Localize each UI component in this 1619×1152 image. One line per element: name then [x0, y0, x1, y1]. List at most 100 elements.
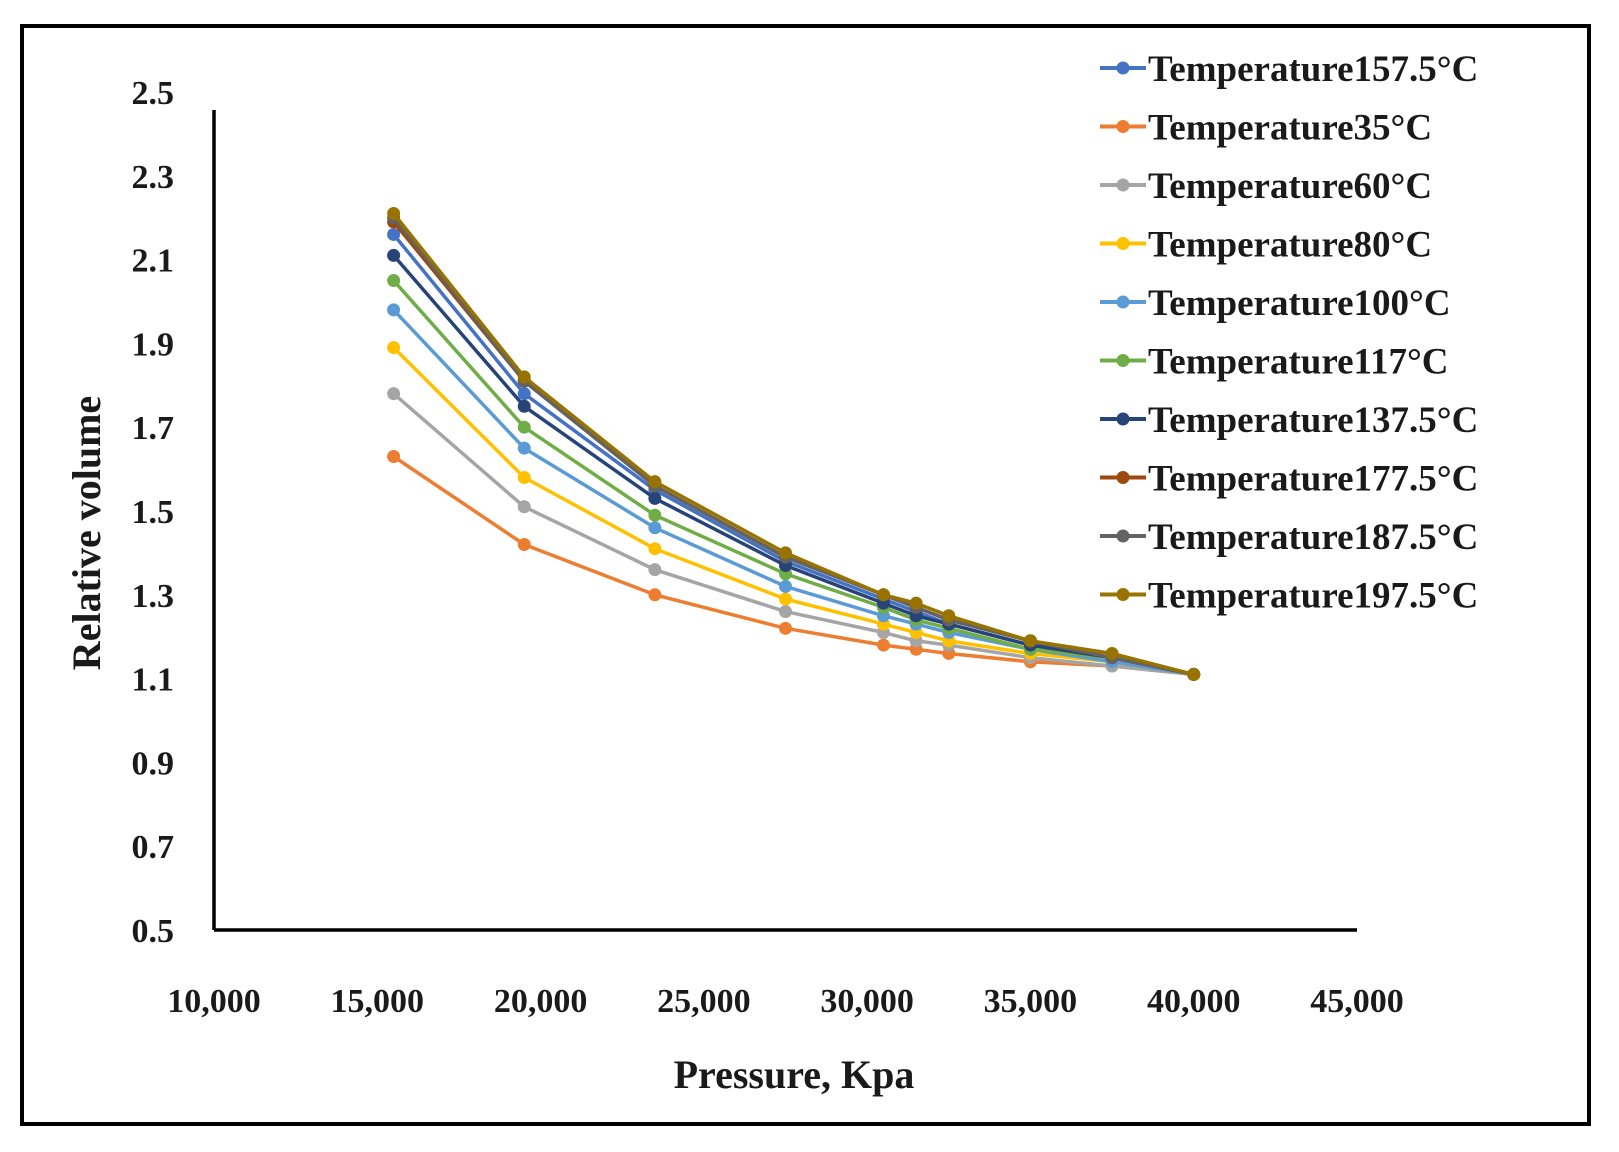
x-tick-label: 20,000 — [494, 983, 588, 1020]
series-line — [392, 212, 1195, 677]
legend-swatch-marker — [1116, 61, 1130, 75]
legend-label: Temperature187.5°C — [1148, 517, 1478, 558]
data-point — [517, 387, 531, 401]
y-tick-label: 2.3 — [132, 159, 175, 196]
data-point — [387, 341, 401, 355]
series-line — [392, 346, 1194, 677]
data-point — [517, 500, 531, 514]
y-tick-label: 0.5 — [132, 913, 175, 950]
series-line — [392, 216, 1195, 677]
data-point — [1105, 646, 1119, 660]
y-tick-label: 1.3 — [132, 578, 175, 615]
y-tick-labels: 0.5 0.7 0.9 1.1 1.3 1.5 1.7 1.9 2.1 2.3 2.5 — [132, 75, 175, 950]
legend-label: Temperature80°C — [1148, 225, 1432, 266]
series-line — [392, 392, 1194, 677]
data-point — [517, 399, 531, 413]
series-line — [392, 455, 1194, 677]
legend-swatch-marker — [1116, 354, 1130, 367]
legend-swatch-marker — [1116, 529, 1130, 543]
y-tick-label: 1.9 — [132, 326, 175, 363]
data-point — [942, 609, 956, 623]
legend-item: Temperature137.5°C — [1100, 400, 1478, 441]
series-line — [392, 220, 1195, 677]
legend-label: Temperature197.5°C — [1148, 576, 1478, 617]
data-point — [387, 303, 401, 317]
legend-swatch-marker — [1116, 412, 1130, 426]
legend-item: Temperature117°C — [1100, 342, 1449, 383]
series-temperature177-5-c — [387, 215, 1201, 681]
series-lines — [387, 207, 1201, 681]
data-point — [387, 227, 401, 241]
data-point — [779, 605, 792, 619]
data-point — [648, 508, 662, 522]
legend-item: Temperature60°C — [1100, 166, 1432, 207]
series-line — [392, 254, 1195, 677]
data-point — [909, 596, 923, 610]
legend-swatch-marker — [1116, 588, 1130, 601]
series-temperature35-c — [387, 450, 1201, 681]
legend-item: Temperature197.5°C — [1100, 576, 1478, 617]
axes — [212, 110, 1357, 932]
x-tick-label: 35,000 — [984, 983, 1078, 1020]
y-tick-label: 1.1 — [132, 662, 175, 699]
data-point — [648, 491, 662, 505]
legend-label: Temperature157.5°C — [1148, 49, 1478, 90]
data-point — [648, 475, 662, 489]
data-point — [1187, 667, 1201, 681]
data-point — [517, 370, 531, 384]
series-temperature187-5-c — [387, 211, 1201, 681]
data-point — [779, 546, 792, 560]
data-point — [387, 207, 401, 221]
data-point — [779, 621, 792, 635]
series-line — [392, 279, 1195, 677]
legend-label: Temperature100°C — [1148, 283, 1451, 324]
data-point — [876, 588, 890, 602]
y-tick-label: 2.5 — [132, 75, 175, 112]
legend-swatch-marker — [1116, 237, 1130, 250]
legend-label: Temperature137.5°C — [1148, 400, 1478, 441]
series-line — [392, 233, 1195, 677]
y-tick-label: 2.1 — [132, 243, 175, 280]
series-line — [392, 308, 1194, 677]
legend-item: Temperature100°C — [1100, 283, 1451, 324]
x-tick-label: 45,000 — [1310, 983, 1404, 1020]
data-point — [517, 420, 531, 434]
series-temperature197-5-c — [387, 207, 1201, 681]
x-tick-label: 10,000 — [167, 983, 261, 1020]
legend-item: Temperature80°C — [1100, 225, 1432, 266]
legend-label: Temperature177.5°C — [1148, 459, 1478, 500]
legend-swatch-marker — [1116, 471, 1130, 484]
legend-label: Temperature60°C — [1148, 166, 1432, 207]
chart-frame: 0.5 0.7 0.9 1.1 1.3 1.5 1.7 1.9 2.1 2.3 2.5 10,000… — [20, 24, 1591, 1126]
data-point — [779, 579, 792, 593]
y-tick-label: 1.7 — [132, 410, 175, 447]
legend-item: Temperature177.5°C — [1100, 459, 1478, 500]
data-point — [648, 563, 662, 577]
legend-item: Temperature187.5°C — [1100, 517, 1478, 558]
x-tick-label: 15,000 — [331, 983, 425, 1020]
data-point — [648, 521, 662, 535]
y-tick-label: 1.5 — [132, 494, 175, 531]
line-chart: 0.5 0.7 0.9 1.1 1.3 1.5 1.7 1.9 2.1 2.3 2.5 10,000… — [64, 49, 1478, 1097]
x-tick-label: 30,000 — [820, 983, 914, 1020]
legend-item: Temperature35°C — [1100, 108, 1432, 149]
legend-swatch-marker — [1116, 120, 1130, 133]
data-point — [876, 638, 890, 652]
data-point — [1023, 634, 1037, 648]
data-point — [387, 248, 401, 262]
x-tick-label: 25,000 — [657, 983, 751, 1020]
data-point — [779, 592, 792, 606]
data-point — [517, 441, 531, 455]
legend-label: Temperature117°C — [1148, 342, 1449, 383]
data-point — [648, 542, 662, 556]
x-axis-label: Pressure, Kpa — [674, 1052, 915, 1097]
x-tick-label: 40,000 — [1147, 983, 1241, 1020]
data-point — [517, 538, 531, 552]
legend: Temperature157.5°C Temperature35°C Tempera… — [1100, 49, 1478, 617]
data-point — [517, 470, 531, 484]
data-point — [648, 588, 662, 602]
series-temperature117-c — [387, 274, 1201, 681]
data-point — [387, 450, 401, 464]
legend-swatch-marker — [1116, 295, 1130, 309]
x-tick-labels: 10,000 15,000 20,000 25,000 30,000 35,000 40,0… — [167, 983, 1404, 1020]
